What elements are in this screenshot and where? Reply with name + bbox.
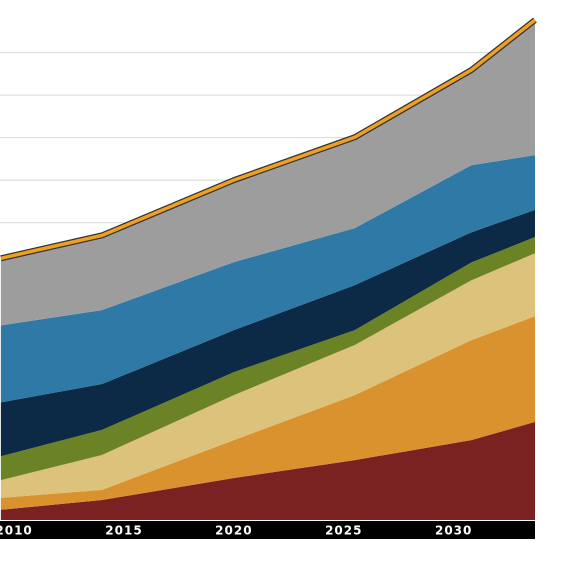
total-line xyxy=(0,18,537,261)
x-tick-label: 2030 xyxy=(435,524,472,538)
x-tick-label: 2010 xyxy=(0,524,33,538)
area xyxy=(0,209,535,457)
x-tick-label: 2015 xyxy=(105,524,142,538)
area xyxy=(0,155,535,403)
x-tick-label: 2020 xyxy=(215,524,252,538)
area xyxy=(0,19,535,326)
x-tick-label: 2025 xyxy=(325,524,362,538)
area xyxy=(0,421,535,520)
area xyxy=(0,237,535,481)
area xyxy=(0,316,535,510)
area xyxy=(0,253,535,498)
x-axis-band xyxy=(0,521,535,539)
